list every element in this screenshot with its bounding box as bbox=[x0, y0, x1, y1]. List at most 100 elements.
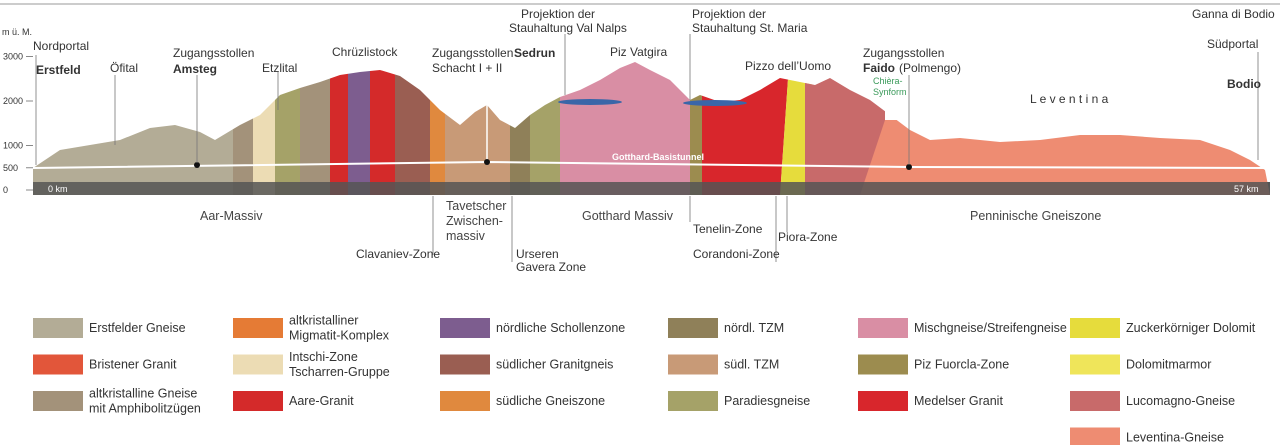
legend-label: Mischgneise/Streifengneise bbox=[914, 321, 1067, 335]
legend-swatch bbox=[440, 391, 490, 411]
km-label: 57 km bbox=[1234, 184, 1259, 194]
legend-label-line: Dolomitmarmor bbox=[1126, 358, 1211, 372]
tunnel bbox=[32, 160, 1271, 169]
legend: Erstfelder Gneise Bristener Granit altkris… bbox=[33, 314, 1256, 445]
zone: Gotthard Massiv bbox=[582, 209, 674, 223]
legend-label: südliche Gneiszone bbox=[496, 394, 605, 408]
reservoir bbox=[558, 99, 622, 105]
legend-swatch bbox=[440, 318, 490, 338]
axis-tick-label: 2000 bbox=[3, 96, 23, 106]
label: Schacht I + II bbox=[432, 61, 502, 75]
axis-tick-label: 500 bbox=[3, 163, 18, 173]
legend-swatch bbox=[1070, 318, 1120, 338]
legend-swatch bbox=[668, 391, 718, 411]
access-point bbox=[484, 159, 490, 165]
zone: Clavaniev-Zone bbox=[356, 247, 440, 261]
legend-label: Dolomitmarmor bbox=[1126, 358, 1211, 372]
legend-label: Piz Fuorcla-Zone bbox=[914, 358, 1009, 372]
legend-label-line: Bristener Granit bbox=[89, 358, 177, 372]
zone: Tenelin-Zone bbox=[693, 222, 763, 236]
leader-lines bbox=[35, 34, 1259, 262]
legend-label: Erstfelder Gneise bbox=[89, 321, 186, 335]
legend-swatch bbox=[233, 391, 283, 411]
label: Zugangsstollen bbox=[863, 46, 944, 60]
label: Sedrun bbox=[514, 46, 555, 60]
axis-tick-label: 3000 bbox=[3, 52, 23, 62]
legend-label-line: Tscharren-Gruppe bbox=[289, 365, 390, 379]
zone: Tavetscher Zwischen-massiv bbox=[446, 199, 506, 243]
km-bar bbox=[33, 182, 1270, 195]
legend-label-line: nördliche Schollenzone bbox=[496, 321, 625, 335]
legend-swatch bbox=[1070, 391, 1120, 411]
zone: Urseren bbox=[516, 247, 559, 261]
label: Projektion der Stauhaltung Val Nalps bbox=[509, 7, 627, 35]
legend-label-line: Medelser Granit bbox=[914, 394, 1003, 408]
legend-label-line: Zuckerkörniger Dolomit bbox=[1126, 321, 1256, 335]
legend-label-line: Erstfelder Gneise bbox=[89, 321, 186, 335]
label: L e v e n t i n a bbox=[1030, 92, 1109, 106]
legend-swatch bbox=[858, 391, 908, 411]
legend-label-line: südl. TZM bbox=[724, 358, 779, 372]
legend-label: Aare-Granit bbox=[289, 394, 354, 408]
axis-tick-label: 0 bbox=[3, 185, 8, 195]
legend-label: Bristener Granit bbox=[89, 358, 177, 372]
legend-label: nördliche Schollenzone bbox=[496, 321, 625, 335]
legend-label: altkristalline Gneise mit Amphibolitzügen bbox=[89, 387, 201, 416]
legend-label: südl. TZM bbox=[724, 358, 779, 372]
legend-swatch bbox=[33, 391, 83, 411]
label: Bodio bbox=[1227, 77, 1261, 91]
access-point bbox=[906, 164, 912, 170]
legend-label-line: mit Amphibolitzügen bbox=[89, 402, 201, 416]
legend-swatch bbox=[440, 354, 490, 375]
legend-label: Zuckerkörniger Dolomit bbox=[1126, 321, 1256, 335]
label: Projektion der Stauhaltung St. Maria bbox=[692, 7, 808, 35]
legend-label-line: Intschi-Zone bbox=[289, 350, 358, 364]
legend-label-line: nördl. TZM bbox=[724, 321, 784, 335]
km-label: 0 km bbox=[48, 184, 68, 194]
axis-tick-label: 1000 bbox=[3, 141, 23, 151]
zone: Aar-Massiv bbox=[200, 209, 263, 223]
access-point bbox=[194, 162, 200, 168]
legend-label-line: südliche Gneiszone bbox=[496, 394, 605, 408]
tunnel-label: Gotthard-Basistunnel bbox=[612, 152, 704, 162]
label: Südportal bbox=[1207, 37, 1258, 51]
legend-label-line: Leventina-Gneise bbox=[1126, 431, 1224, 445]
legend-label-line: südlicher Granitgneis bbox=[496, 358, 613, 372]
legend-label: Intschi-Zone Tscharren-Gruppe bbox=[289, 350, 390, 379]
legend-label: Medelser Granit bbox=[914, 394, 1003, 408]
legend-swatch bbox=[668, 354, 718, 375]
legend-swatch bbox=[668, 318, 718, 338]
legend-label-line: altkristalline Gneise bbox=[89, 387, 197, 401]
label: Chrüzlistock bbox=[332, 45, 398, 59]
legend-swatch bbox=[858, 318, 908, 338]
legend-swatch bbox=[233, 354, 283, 375]
label: Piz Vatgira bbox=[610, 45, 667, 59]
label: Faido bbox=[863, 61, 895, 75]
legend-label: nördl. TZM bbox=[724, 321, 784, 335]
legend-label: Paradiesgneise bbox=[724, 394, 810, 408]
zone: Gavera Zone bbox=[516, 260, 586, 274]
legend-label-line: altkristalliner bbox=[289, 314, 358, 328]
legend-swatch bbox=[1070, 427, 1120, 445]
legend-label-line: Mischgneise/Streifengneise bbox=[914, 321, 1067, 335]
label: Erstfeld bbox=[36, 63, 81, 77]
legend-swatch bbox=[33, 354, 83, 375]
legend-label: Lucomagno-Gneise bbox=[1126, 394, 1235, 408]
axis-unit: m ü. M. bbox=[2, 27, 32, 37]
label: (Polmengo) bbox=[899, 61, 961, 75]
label: Amsteg bbox=[173, 62, 217, 76]
label: Öfital bbox=[110, 61, 138, 75]
legend-label-line: Aare-Granit bbox=[289, 394, 354, 408]
label: Zugangsstollen bbox=[173, 46, 254, 60]
legend-swatch bbox=[1070, 354, 1120, 375]
zone: Corandoni-Zone bbox=[693, 247, 780, 261]
geology bbox=[33, 62, 1270, 195]
zone: Penninische Gneiszone bbox=[970, 209, 1101, 223]
label: Pizzo dell’Uomo bbox=[745, 59, 831, 73]
legend-label: Leventina-Gneise bbox=[1126, 431, 1224, 445]
legend-label: südlicher Granitgneis bbox=[496, 358, 613, 372]
label: Chièra-Synform bbox=[873, 76, 907, 97]
zone: Piora-Zone bbox=[778, 230, 838, 244]
